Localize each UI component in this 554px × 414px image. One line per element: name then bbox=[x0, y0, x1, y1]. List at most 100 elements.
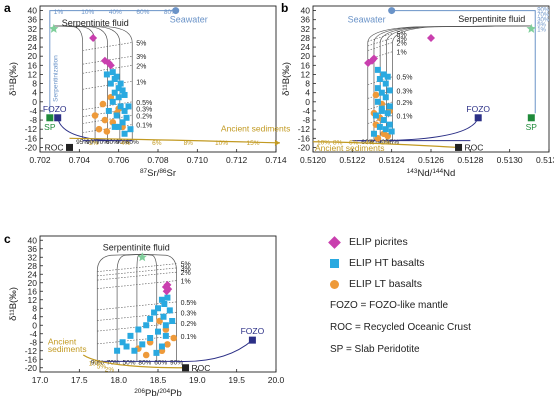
seawater-mixing-line bbox=[391, 10, 536, 114]
y-tick-label: 28 bbox=[301, 33, 311, 43]
fozo-roc-mixing-line bbox=[97, 339, 253, 363]
x-tick-label: 0.5122 bbox=[339, 155, 365, 165]
sediment-percent-label: 6% bbox=[152, 140, 162, 147]
y-tick-label: 28 bbox=[28, 261, 38, 271]
mixing-isopleth bbox=[97, 267, 177, 277]
picrite-point bbox=[89, 33, 98, 42]
ht-basalt-point bbox=[155, 305, 161, 312]
ht-basalt-point bbox=[119, 87, 126, 94]
mixing-percent-label: 1% bbox=[136, 79, 146, 86]
ht-basalt-point bbox=[162, 332, 169, 339]
x-tick-label: 19.5 bbox=[228, 375, 245, 385]
y-tick-label: -20 bbox=[25, 363, 38, 373]
mixing-isopleth bbox=[97, 280, 177, 289]
y-tick-label: 20 bbox=[301, 51, 311, 61]
diamond-marker-icon bbox=[328, 235, 341, 249]
lt-basalt-point bbox=[101, 116, 109, 124]
serpentinite-fluid-marker bbox=[49, 23, 59, 33]
sediment-percent-label: 4% bbox=[365, 139, 375, 146]
ht-basalt-point bbox=[374, 98, 381, 105]
ht-basalt-point bbox=[115, 94, 122, 101]
x-tick-label: 0.704 bbox=[69, 155, 91, 165]
x-axis-label: 143Nd/144Nd bbox=[407, 168, 456, 179]
y-axis-label: δ¹¹B(‰) bbox=[8, 287, 19, 321]
y-tick-label: 16 bbox=[28, 60, 38, 70]
x-tick-label: 0.702 bbox=[29, 155, 51, 165]
legend-item: ELIP picrites bbox=[328, 235, 408, 249]
y-tick-label: -20 bbox=[298, 142, 311, 152]
y-tick-label: 36 bbox=[28, 244, 38, 254]
y-tick-label: 40 bbox=[28, 235, 38, 245]
mixing-base-percent: 90% bbox=[116, 139, 129, 146]
y-tick-label: 16 bbox=[301, 60, 311, 70]
seawater-label: Seawater bbox=[348, 15, 386, 25]
ht-basalt-point bbox=[372, 112, 379, 119]
ht-basalt-point bbox=[158, 343, 165, 350]
mixing-percent-label: 3% bbox=[136, 54, 146, 61]
mixing-percent-label: 1% bbox=[397, 50, 407, 57]
ht-basalt-point bbox=[374, 66, 381, 73]
ht-basalt-point bbox=[164, 294, 171, 301]
seawater-percent-label: 1% bbox=[537, 28, 546, 34]
x-tick-label: 0.5130 bbox=[497, 155, 523, 165]
sediment-percent-label: 4% bbox=[121, 140, 131, 147]
picrite-point bbox=[106, 61, 115, 70]
y-tick-label: 12 bbox=[28, 295, 38, 305]
mixing-percent-label: 0.3% bbox=[397, 88, 413, 95]
sp-marker bbox=[527, 114, 535, 122]
x-axis-label: 87Sr/86Sr bbox=[140, 168, 176, 179]
mixing-isopleth bbox=[82, 101, 133, 111]
y-tick-label: 12 bbox=[301, 69, 311, 79]
sediment-mixing-line bbox=[69, 137, 280, 144]
x-tick-label: 0.5120 bbox=[300, 155, 326, 165]
y-tick-label: -16 bbox=[25, 354, 38, 364]
y-tick-label: 20 bbox=[28, 51, 38, 61]
y-tick-label: 24 bbox=[28, 269, 38, 279]
y-tick-label: -4 bbox=[29, 329, 37, 339]
seawater-mixing-line bbox=[49, 10, 174, 29]
ht-basalt-point bbox=[161, 301, 168, 307]
y-tick-label: 24 bbox=[28, 42, 38, 52]
mixing-percent-label: 5% bbox=[397, 31, 407, 38]
x-tick-label: 0.706 bbox=[108, 155, 130, 165]
abbreviation-note: SP = Slab Peridotite bbox=[330, 344, 420, 355]
x-axis-label: 206Pb/204Pb bbox=[134, 388, 182, 399]
ht-basalt-point bbox=[160, 313, 167, 320]
seawater-percent-label: 5% bbox=[537, 23, 546, 29]
ht-basalt-point bbox=[113, 73, 120, 80]
seawater-percent-label: 30% bbox=[537, 18, 550, 24]
y-tick-label: -8 bbox=[29, 337, 37, 347]
sediments-label: sediments bbox=[48, 344, 87, 354]
ht-basalt-point bbox=[370, 130, 377, 137]
y-tick-label: 12 bbox=[28, 69, 38, 79]
y-tick-label: 32 bbox=[301, 24, 311, 34]
mixing-base-percent: 80% bbox=[126, 139, 139, 146]
mixing-base-percent: 90% bbox=[86, 139, 99, 146]
ht-basalt-point bbox=[162, 322, 169, 329]
sediment-percent-label: 10% bbox=[317, 139, 330, 146]
mixing-base-percent: 95% bbox=[76, 139, 89, 146]
y-tick-label: -8 bbox=[302, 115, 310, 125]
x-tick-label: 0.714 bbox=[265, 155, 287, 165]
ht-basalt-point bbox=[374, 85, 381, 92]
circle-marker-icon bbox=[330, 279, 339, 289]
y-tick-label: 8 bbox=[32, 79, 37, 89]
sp-label: SP bbox=[526, 122, 538, 132]
serpentinization-label: Serpentinization bbox=[53, 55, 60, 102]
seawater-percent-label: 10% bbox=[81, 9, 94, 16]
ht-basalt-point bbox=[382, 126, 389, 133]
mixing-percent-label: 0.2% bbox=[136, 114, 152, 121]
y-axis-label: δ¹¹B(‰) bbox=[8, 62, 19, 96]
ht-basalt-point bbox=[109, 98, 116, 105]
mixing-percent-label: 2% bbox=[397, 41, 407, 48]
mixing-percent-label: 2% bbox=[136, 63, 146, 70]
ht-basalt-point bbox=[382, 94, 389, 101]
ht-basalt-point bbox=[119, 339, 126, 346]
mixing-percent-label: 0.5% bbox=[181, 300, 197, 307]
sediment-percent-label: 2% bbox=[89, 140, 99, 147]
mixing-curve bbox=[53, 25, 108, 141]
serpentinite-fluid-marker bbox=[526, 23, 537, 33]
x-tick-label: 18.0 bbox=[110, 375, 127, 385]
panel-letter: b bbox=[281, 1, 288, 15]
